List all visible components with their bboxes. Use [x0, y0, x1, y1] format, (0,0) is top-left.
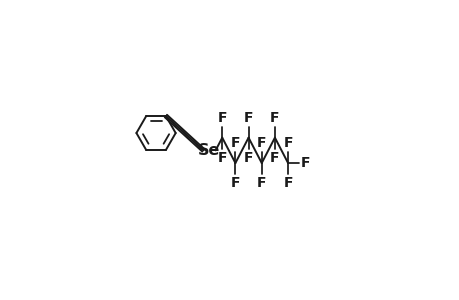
Text: F: F [243, 151, 253, 165]
Text: F: F [269, 151, 279, 165]
Text: F: F [217, 151, 226, 165]
Text: F: F [257, 136, 266, 150]
Text: F: F [243, 111, 253, 125]
Text: F: F [269, 111, 279, 125]
Text: F: F [300, 156, 310, 170]
Text: F: F [283, 136, 292, 150]
Text: F: F [283, 176, 292, 190]
Text: F: F [230, 176, 240, 190]
Text: F: F [230, 136, 240, 150]
Text: F: F [257, 176, 266, 190]
Text: Se: Se [197, 143, 220, 158]
Text: F: F [217, 111, 226, 125]
